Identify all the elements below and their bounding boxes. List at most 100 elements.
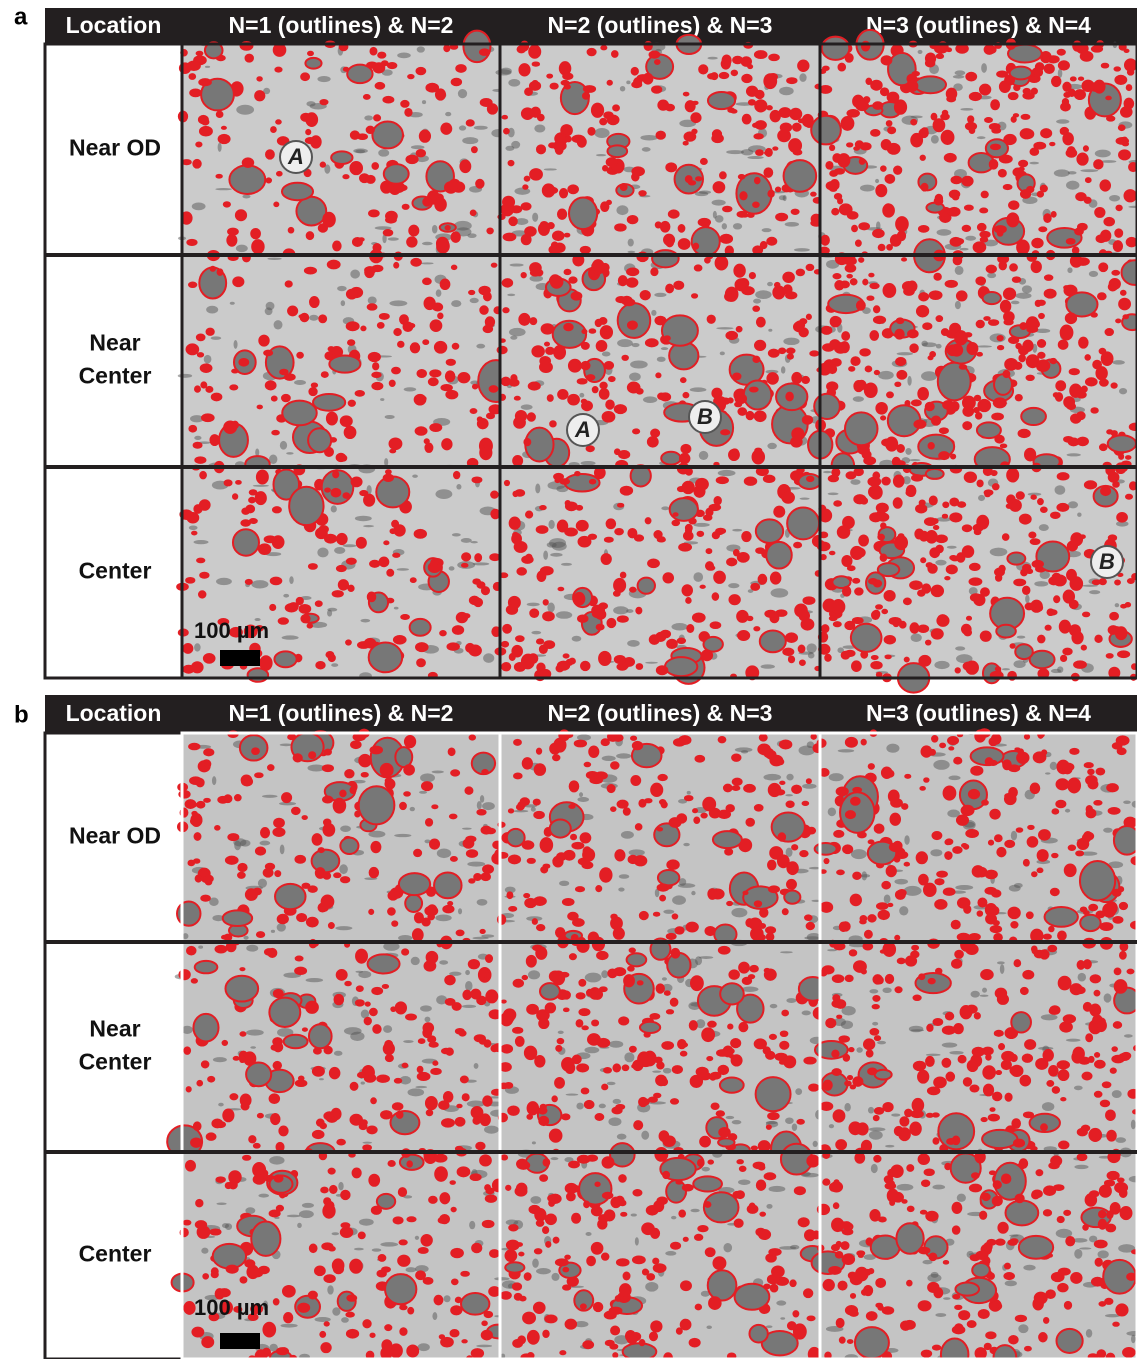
particle-outline <box>430 424 441 431</box>
particle-outline <box>717 1111 724 1116</box>
particle-outline <box>627 268 638 275</box>
particle-outline <box>696 1305 701 1310</box>
dark-particle <box>792 1123 797 1131</box>
particle-outline <box>977 321 984 328</box>
particle-outline <box>853 579 859 583</box>
particle-outline <box>821 555 826 559</box>
particle-outline <box>960 365 967 369</box>
particle-outline <box>343 175 348 178</box>
particle-outline <box>868 915 875 921</box>
dark-particle <box>334 1051 343 1056</box>
particle-outline <box>820 86 831 93</box>
particle-outline <box>719 947 730 954</box>
particle-outline <box>1059 1070 1069 1080</box>
particle-outline <box>461 1293 489 1315</box>
particle-outline <box>325 1202 333 1210</box>
particle-outline <box>203 1274 208 1279</box>
particle-outline <box>675 927 683 933</box>
particle-outline <box>681 1052 687 1056</box>
particle-outline <box>224 795 231 802</box>
particle-outline <box>759 1230 770 1239</box>
particle-outline <box>658 828 662 830</box>
particle-outline <box>556 928 564 937</box>
particle-outline <box>372 988 382 994</box>
dark-particle <box>723 1243 732 1252</box>
particle-outline <box>527 1115 532 1119</box>
particle-outline <box>560 189 567 197</box>
particle-outline <box>995 835 1002 841</box>
particle-outline <box>1020 1076 1030 1086</box>
particle-outline <box>522 203 531 209</box>
particle-outline <box>708 92 735 109</box>
particle-outline <box>754 627 759 630</box>
particle-outline <box>365 267 374 277</box>
particle-outline <box>952 921 960 929</box>
particle-outline <box>897 371 906 379</box>
particle-outline <box>398 1256 409 1266</box>
dark-particle <box>934 661 949 669</box>
particle-outline <box>416 68 425 74</box>
particle-outline <box>911 1111 923 1117</box>
particle-outline <box>726 332 737 339</box>
particle-outline <box>1078 1129 1087 1135</box>
particle-outline <box>989 320 998 325</box>
dark-particle <box>990 548 1008 557</box>
particle-outline <box>905 658 909 662</box>
particle-outline <box>430 370 440 376</box>
particle-outline <box>430 840 439 849</box>
particle-outline <box>714 497 720 504</box>
particle-outline <box>432 805 437 808</box>
particle-outline <box>321 1343 330 1352</box>
particle-outline <box>605 362 613 369</box>
dark-particle <box>561 563 572 566</box>
particle-outline <box>516 1187 527 1196</box>
particle-outline <box>1002 1052 1014 1061</box>
particle-outline <box>1114 1022 1121 1028</box>
particle-outline <box>518 46 526 52</box>
particle-outline <box>544 1159 550 1166</box>
dark-particle <box>872 1022 878 1026</box>
dark-particle <box>280 441 287 450</box>
particle-outline <box>727 902 732 905</box>
particle-outline <box>922 184 928 191</box>
particle-outline <box>743 892 747 894</box>
particle-outline <box>323 797 332 803</box>
particle-outline <box>472 1349 483 1357</box>
dark-particle <box>462 1005 476 1008</box>
particle-outline <box>950 513 961 521</box>
particle-outline <box>712 389 721 398</box>
particle-outline <box>921 156 925 160</box>
dark-particle <box>368 296 377 304</box>
particle-outline <box>665 991 670 994</box>
particle-outline <box>1106 1110 1115 1120</box>
particle-outline <box>1027 912 1033 918</box>
particle-outline <box>783 909 788 914</box>
particle-outline <box>1038 850 1048 861</box>
particle-outline <box>930 352 935 356</box>
particle-outline <box>324 824 335 836</box>
particle-outline <box>309 1292 317 1299</box>
particle-outline <box>1017 241 1029 255</box>
dark-particle <box>635 1237 639 1245</box>
dark-particle <box>277 923 286 932</box>
particle-outline <box>257 471 268 484</box>
dark-particle <box>683 843 690 846</box>
dark-particle <box>394 607 399 610</box>
particle-outline <box>442 439 451 449</box>
particle-outline <box>270 1094 280 1103</box>
particle-outline <box>558 1039 564 1043</box>
particle-outline <box>563 991 570 998</box>
particle-outline <box>491 510 499 519</box>
particle-outline <box>506 1186 510 1190</box>
dark-particle <box>419 791 427 794</box>
particle-outline <box>579 1173 611 1204</box>
particle-outline <box>537 145 545 153</box>
particle-outline <box>720 1078 744 1093</box>
dark-particle <box>507 294 515 297</box>
particle-outline <box>473 1118 479 1124</box>
micrograph <box>178 250 514 472</box>
particle-outline <box>1097 1350 1105 1357</box>
dark-particle <box>535 483 540 493</box>
particle-outline <box>656 373 660 377</box>
particle-outline <box>414 850 421 856</box>
